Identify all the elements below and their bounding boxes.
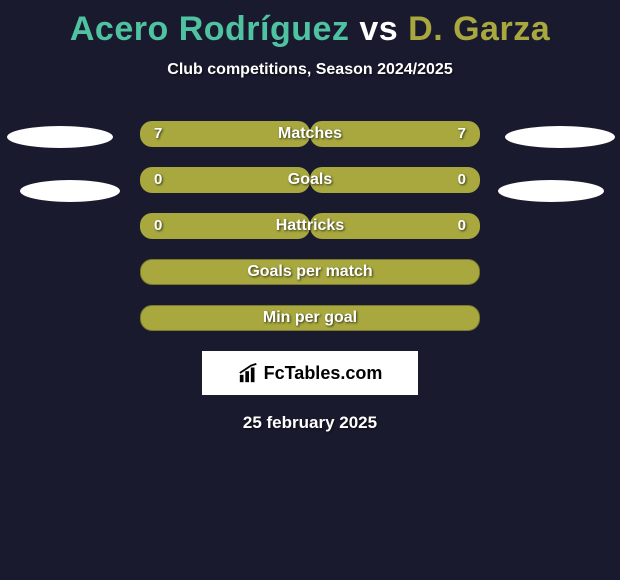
stat-rows: 77Matches 00Goals 00Hattricks Goals per mat…: [0, 121, 620, 331]
logo-text: FcTables.com: [264, 363, 383, 384]
player2-name: D. Garza: [408, 10, 550, 48]
logo-box: FcTables.com: [202, 351, 418, 395]
vs-text: vs: [359, 10, 398, 48]
stat-row: 00Hattricks: [140, 213, 480, 239]
stat-row: Goals per match: [140, 259, 480, 285]
player-photo-placeholder: [7, 126, 113, 148]
player-photo-placeholder: [498, 180, 604, 202]
comparison-title: Acero Rodríguez vs D. Garza: [0, 0, 620, 49]
subtitle: Club competitions, Season 2024/2025: [0, 61, 620, 79]
stat-label: Goals per match: [140, 259, 480, 285]
player-photo-placeholder: [20, 180, 120, 202]
stat-row: 77Matches: [140, 121, 480, 147]
logo: FcTables.com: [238, 362, 383, 384]
stat-label: Goals: [140, 167, 480, 193]
date: 25 february 2025: [0, 413, 620, 433]
player1-name: Acero Rodríguez: [70, 10, 350, 48]
stat-label: Min per goal: [140, 305, 480, 331]
bar-chart-icon: [238, 362, 260, 384]
stat-row: 00Goals: [140, 167, 480, 193]
stat-row: Min per goal: [140, 305, 480, 331]
player-photo-placeholder: [505, 126, 615, 148]
stat-label: Hattricks: [140, 213, 480, 239]
stat-label: Matches: [140, 121, 480, 147]
